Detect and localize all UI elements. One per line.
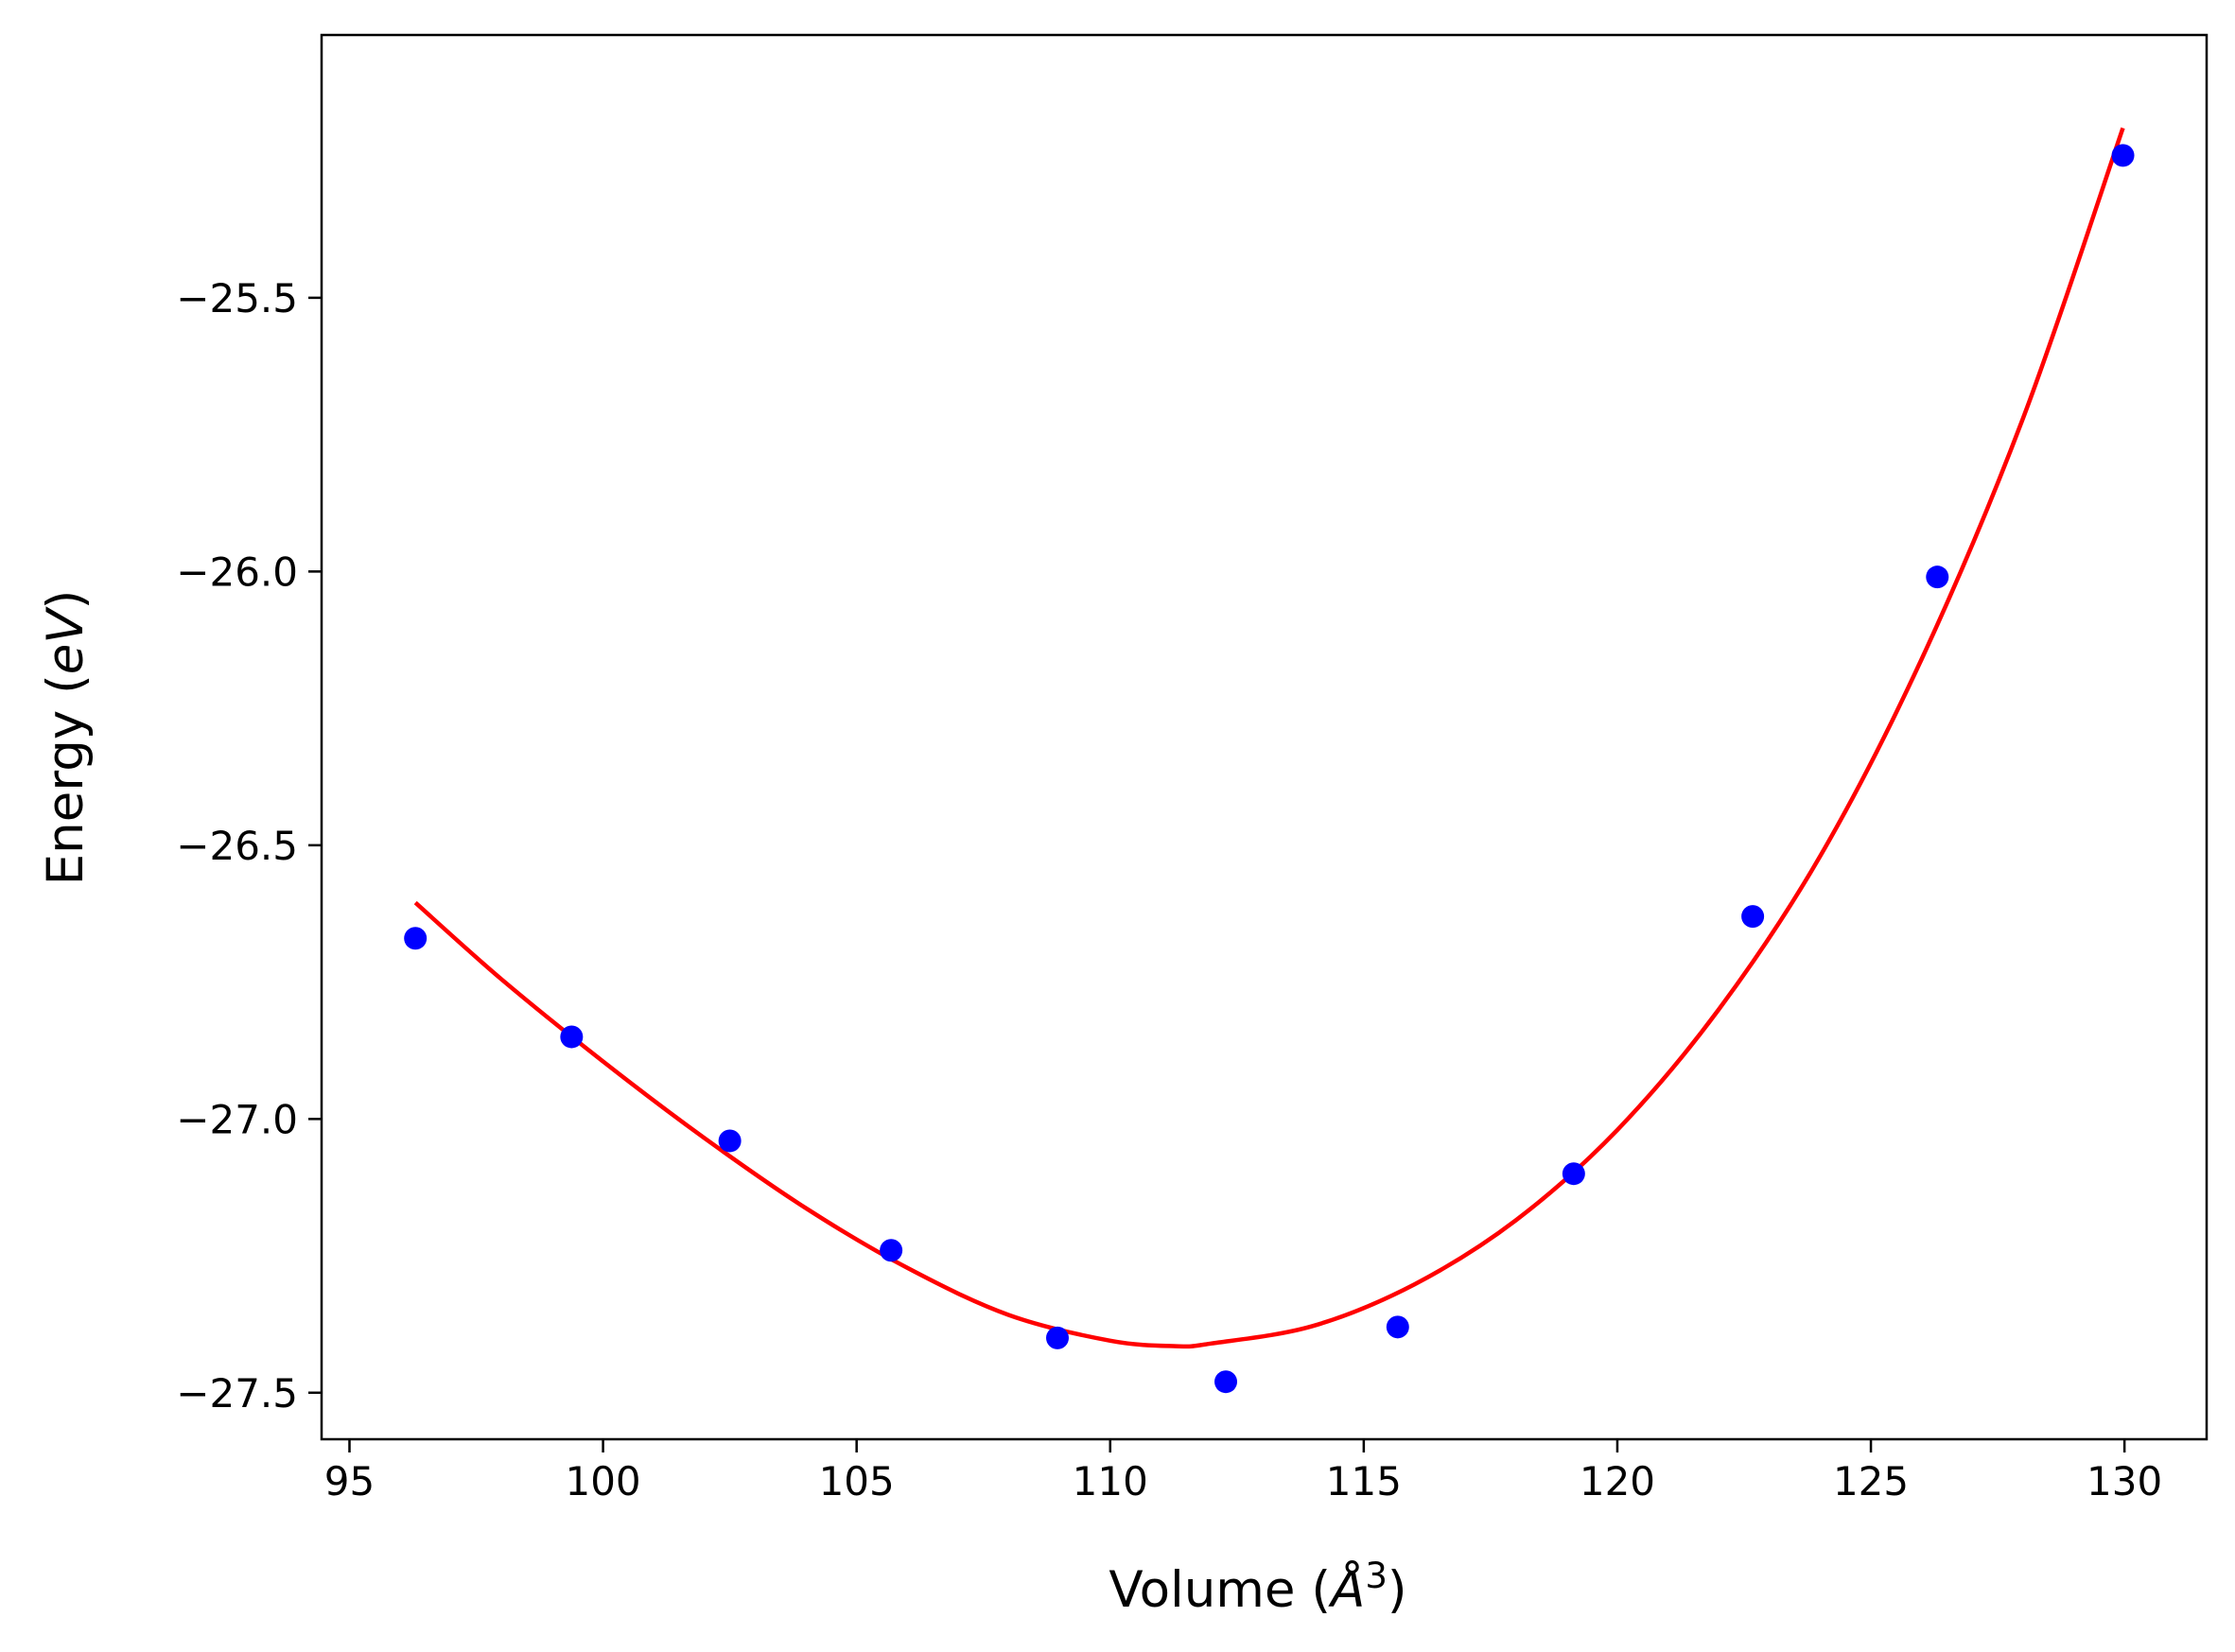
x-tick-label: 125 <box>1833 1458 1909 1504</box>
data-point <box>1214 1370 1238 1394</box>
data-point <box>560 1025 584 1049</box>
x-tick-label: 110 <box>1073 1458 1148 1504</box>
y-axis-label: Energy (eV) <box>37 590 95 886</box>
data-point <box>1741 905 1765 929</box>
x-tick-label: 120 <box>1580 1458 1655 1504</box>
y-axis-label-text: Energy ( <box>37 674 95 885</box>
x-tick-label: 100 <box>565 1458 640 1504</box>
y-tick-label: −25.5 <box>176 275 298 322</box>
data-point <box>404 927 428 950</box>
y-axis-label-close: ) <box>37 590 95 610</box>
plot-frame <box>320 33 2209 1441</box>
fit-curve-layer <box>413 127 2125 1349</box>
x-tick-label: 95 <box>324 1458 375 1504</box>
data-point <box>1926 565 1949 589</box>
x-axis-label-unit: Å <box>1328 1558 1365 1619</box>
x-tick-label: 130 <box>2087 1458 2162 1504</box>
y-tick-label: −26.5 <box>176 823 298 869</box>
data-point <box>1386 1315 1409 1339</box>
data-point <box>1562 1162 1585 1186</box>
x-axis-label-exponent: 3 <box>1365 1556 1388 1596</box>
data-points-layer <box>404 144 2135 1394</box>
fit-curve <box>413 127 2125 1349</box>
x-axis-label-close: ) <box>1388 1561 1407 1619</box>
y-tick-label: −27.0 <box>176 1096 298 1142</box>
x-tick-label: 105 <box>819 1458 895 1504</box>
y-axis-label-unit: eV <box>37 606 95 675</box>
x-axis-ticks: 95 100 105 110 115 120 125 130 <box>324 1439 2162 1504</box>
x-axis-label-text: Volume ( <box>1109 1561 1331 1619</box>
plot-area <box>322 35 2207 1439</box>
data-point <box>1046 1326 1070 1349</box>
x-tick-label: 115 <box>1326 1458 1402 1504</box>
y-axis-ticks: −25.5 −26.0 −26.5 −27.0 −27.5 <box>176 275 322 1417</box>
data-point <box>2111 144 2135 167</box>
y-tick-label: −27.5 <box>176 1370 298 1417</box>
data-point <box>718 1129 742 1153</box>
x-axis-label: Volume (Å3) <box>1109 1556 1406 1619</box>
data-point <box>880 1239 903 1262</box>
y-tick-label: −26.0 <box>176 548 298 595</box>
